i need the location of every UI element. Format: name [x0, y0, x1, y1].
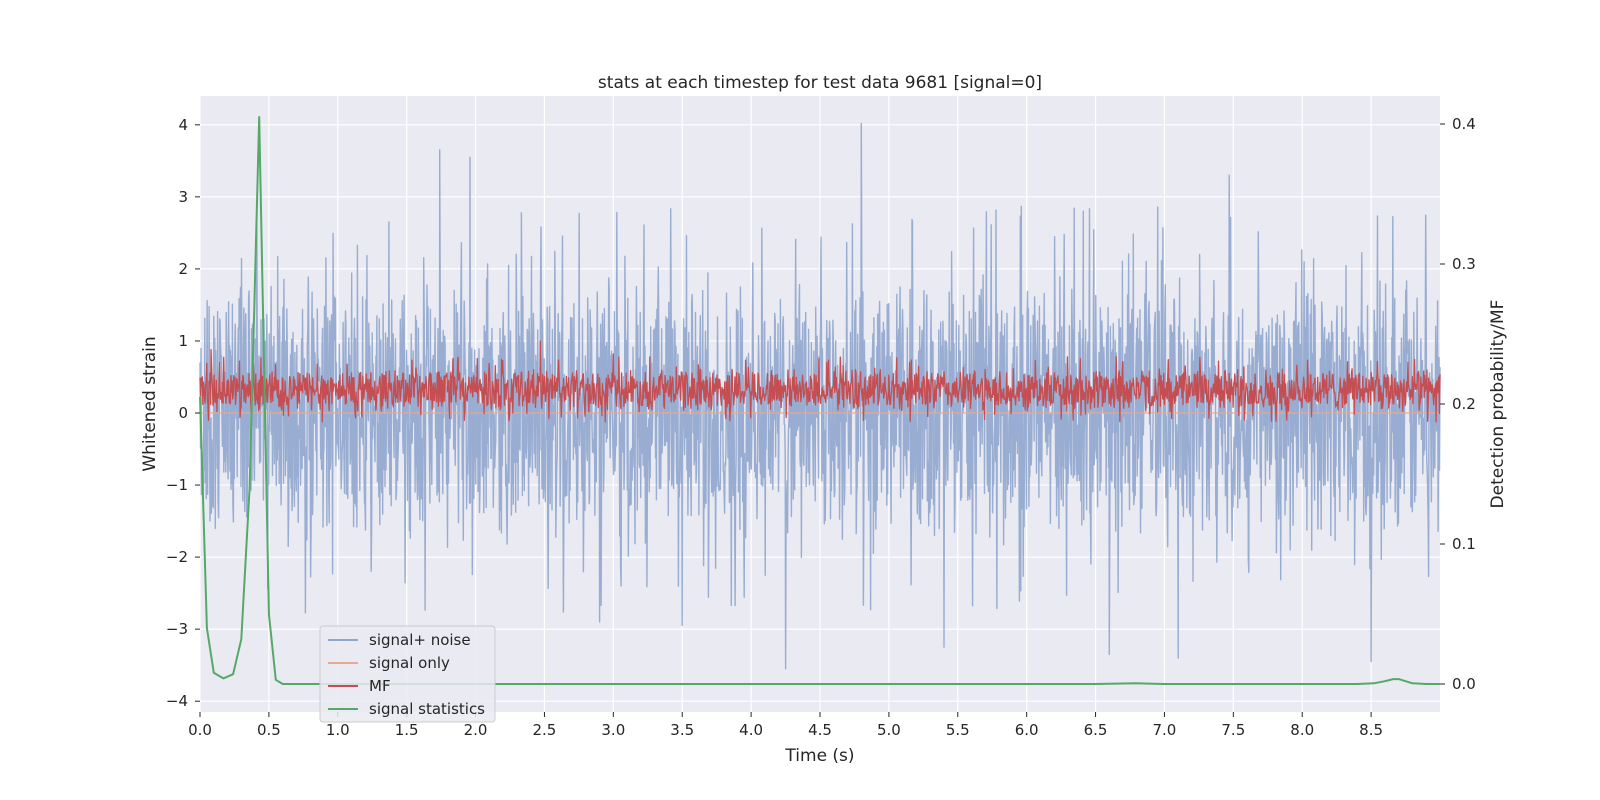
x-axis-label: Time (s)	[784, 746, 854, 766]
x-tick-label: 7.0	[1153, 721, 1177, 739]
series-line	[199, 122, 1441, 670]
y2-tick-label: 0.1	[1452, 535, 1476, 553]
x-tick-label: 8.0	[1290, 721, 1314, 739]
y-tick-label: 2	[178, 260, 188, 278]
x-tick-label: 2.5	[533, 721, 557, 739]
x-tick-label: 4.0	[739, 721, 763, 739]
x-tick-label: 0.5	[257, 721, 281, 739]
series-line	[199, 340, 1441, 423]
x-tick-label: 1.5	[395, 721, 419, 739]
x-tick-label: 3.5	[670, 721, 694, 739]
y-axis-ticks: −4 −3 −2 −1 0 1 2 3 4	[166, 116, 200, 710]
legend-label-mf: MF	[369, 677, 391, 695]
legend: signal+ noise signal only MF signal stat…	[319, 625, 496, 723]
y-tick-label: −4	[166, 692, 188, 710]
x-tick-label: 3.0	[601, 721, 625, 739]
y2-tick-label: 0.3	[1452, 255, 1476, 273]
chart-title: stats at each timestep for test data 968…	[598, 73, 1042, 93]
legend-box	[319, 625, 496, 723]
y2-axis-ticks: 0.0 0.1 0.2 0.3 0.4	[1440, 115, 1476, 693]
y2-tick-label: 0.4	[1452, 115, 1476, 133]
y-tick-label: −2	[166, 548, 188, 566]
y2-tick-label: 0.0	[1452, 675, 1476, 693]
y-tick-label: 0	[178, 404, 188, 422]
legend-label-signal-only: signal only	[369, 654, 450, 672]
series-layer	[199, 116, 1441, 685]
series-mf	[199, 340, 1441, 423]
x-tick-label: 2.0	[464, 721, 488, 739]
y-tick-label: −1	[166, 476, 188, 494]
y2-axis-label: Detection probability/MF	[1488, 300, 1508, 509]
x-tick-label: 0.0	[188, 721, 212, 739]
y-tick-label: 3	[178, 188, 188, 206]
legend-label-signal-noise: signal+ noise	[369, 631, 471, 649]
x-axis-ticks: 0.0 0.5 1.0 1.5 2.0 2.5 3.0 3.5 4.0 4.5 5.0 5.5 6.0 6…	[188, 712, 1383, 739]
y-tick-label: 1	[178, 332, 188, 350]
x-tick-label: 5.5	[946, 721, 970, 739]
x-tick-label: 1.0	[326, 721, 350, 739]
y-tick-label: 4	[178, 116, 188, 134]
y2-tick-label: 0.2	[1452, 395, 1476, 413]
x-tick-label: 4.5	[808, 721, 832, 739]
x-tick-label: 7.5	[1221, 721, 1245, 739]
x-tick-label: 8.5	[1359, 721, 1383, 739]
y-axis-label: Whitened strain	[140, 336, 160, 471]
y-tick-label: −3	[166, 620, 188, 638]
series-signal-noise	[199, 122, 1441, 670]
x-tick-label: 5.0	[877, 721, 901, 739]
legend-label-signal-statistics: signal statistics	[369, 700, 485, 718]
x-tick-label: 6.5	[1084, 721, 1108, 739]
series-signal-statistics	[199, 116, 1440, 685]
x-tick-label: 6.0	[1015, 721, 1039, 739]
series-line	[199, 116, 1440, 685]
